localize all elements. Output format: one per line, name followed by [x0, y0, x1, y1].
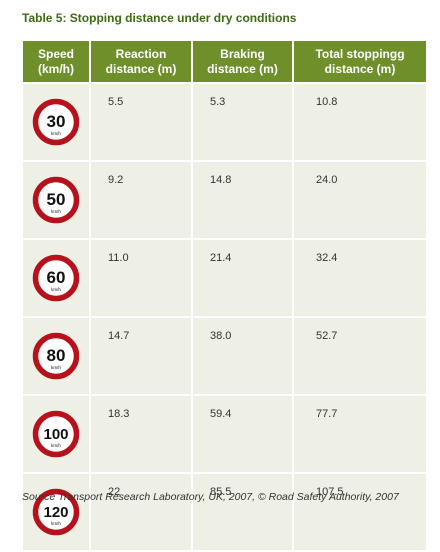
speed-limit-value: 30	[47, 112, 66, 131]
speed-limit-value: 120	[43, 504, 68, 521]
table-row: 100 km/h 18.3 59.4 77.7	[23, 396, 426, 472]
header-braking: Braking distance (m)	[193, 41, 292, 82]
speed-limit-sign-icon: 60 km/h	[32, 254, 80, 302]
braking-distance-cell: 14.8	[193, 162, 292, 238]
header-speed-line2: (km/h)	[38, 61, 74, 76]
speed-limit-value: 100	[43, 426, 68, 443]
table-row: 80 km/h 14.7 38.0 52.7	[23, 318, 426, 394]
speed-limit-unit: km/h	[51, 365, 61, 370]
total-distance-cell: 32.4	[294, 240, 426, 316]
stopping-distance-table: Speed (km/h) Reaction distance (m) Braki…	[21, 39, 428, 552]
total-distance-cell: 77.7	[294, 396, 426, 472]
speed-limit-unit: km/h	[51, 521, 61, 526]
header-total-line1: Total stoppingg	[315, 46, 405, 61]
speed-cell: 30 km/h	[23, 84, 89, 160]
total-distance-cell: 24.0	[294, 162, 426, 238]
total-distance-cell: 107.5	[294, 474, 426, 550]
speed-limit-sign-icon: 100 km/h	[32, 410, 80, 458]
speed-limit-unit: km/h	[51, 287, 61, 292]
braking-distance-cell: 38.0	[193, 318, 292, 394]
speed-cell: 50 km/h	[23, 162, 89, 238]
table-row: 120 km/h 22 85.5 107.5	[23, 474, 426, 550]
header-reaction-line1: Reaction	[115, 46, 167, 61]
total-distance-cell: 52.7	[294, 318, 426, 394]
header-reaction-line2: distance (m)	[105, 61, 177, 76]
braking-distance-cell: 21.4	[193, 240, 292, 316]
speed-limit-sign-icon: 50 km/h	[32, 176, 80, 224]
header-braking-line2: distance (m)	[207, 61, 278, 76]
speed-limit-unit: km/h	[51, 131, 61, 136]
speed-limit-sign-icon: 80 km/h	[32, 332, 80, 380]
table-title: Table 5: Stopping distance under dry con…	[22, 11, 297, 25]
reaction-distance-cell: 14.7	[91, 318, 191, 394]
speed-cell: 60 km/h	[23, 240, 89, 316]
table-row: 60 km/h 11.0 21.4 32.4	[23, 240, 426, 316]
reaction-distance-cell: 5.5	[91, 84, 191, 160]
speed-limit-value: 80	[47, 346, 66, 365]
speed-limit-unit: km/h	[51, 443, 61, 448]
speed-limit-value: 60	[47, 268, 66, 287]
braking-distance-cell: 59.4	[193, 396, 292, 472]
header-braking-line1: Braking	[220, 46, 265, 61]
header-speed-line1: Speed	[37, 46, 74, 61]
table-row: 30 km/h 5.5 5.3 10.8	[23, 84, 426, 160]
speed-cell: 100 km/h	[23, 396, 89, 472]
speed-cell: 120 km/h	[23, 474, 89, 550]
reaction-distance-cell: 18.3	[91, 396, 191, 472]
reaction-distance-cell: 11.0	[91, 240, 191, 316]
table-row: 50 km/h 9.2 14.8 24.0	[23, 162, 426, 238]
speed-limit-sign-icon: 30 km/h	[32, 98, 80, 146]
speed-cell: 80 km/h	[23, 318, 89, 394]
reaction-distance-cell: 22	[91, 474, 191, 550]
header-reaction: Reaction distance (m)	[91, 41, 191, 82]
source-note: Source Transport Research Laboratory, UK…	[22, 491, 399, 503]
speed-limit-value: 50	[47, 190, 66, 209]
speed-limit-unit: km/h	[51, 209, 61, 214]
braking-distance-cell: 5.3	[193, 84, 292, 160]
braking-distance-cell: 85.5	[193, 474, 292, 550]
header-total-line2: distance (m)	[324, 61, 396, 76]
header-total: Total stoppingg distance (m)	[294, 41, 426, 82]
reaction-distance-cell: 9.2	[91, 162, 191, 238]
header-row: Speed (km/h) Reaction distance (m) Braki…	[23, 41, 426, 82]
header-speed: Speed (km/h)	[23, 41, 89, 82]
total-distance-cell: 10.8	[294, 84, 426, 160]
